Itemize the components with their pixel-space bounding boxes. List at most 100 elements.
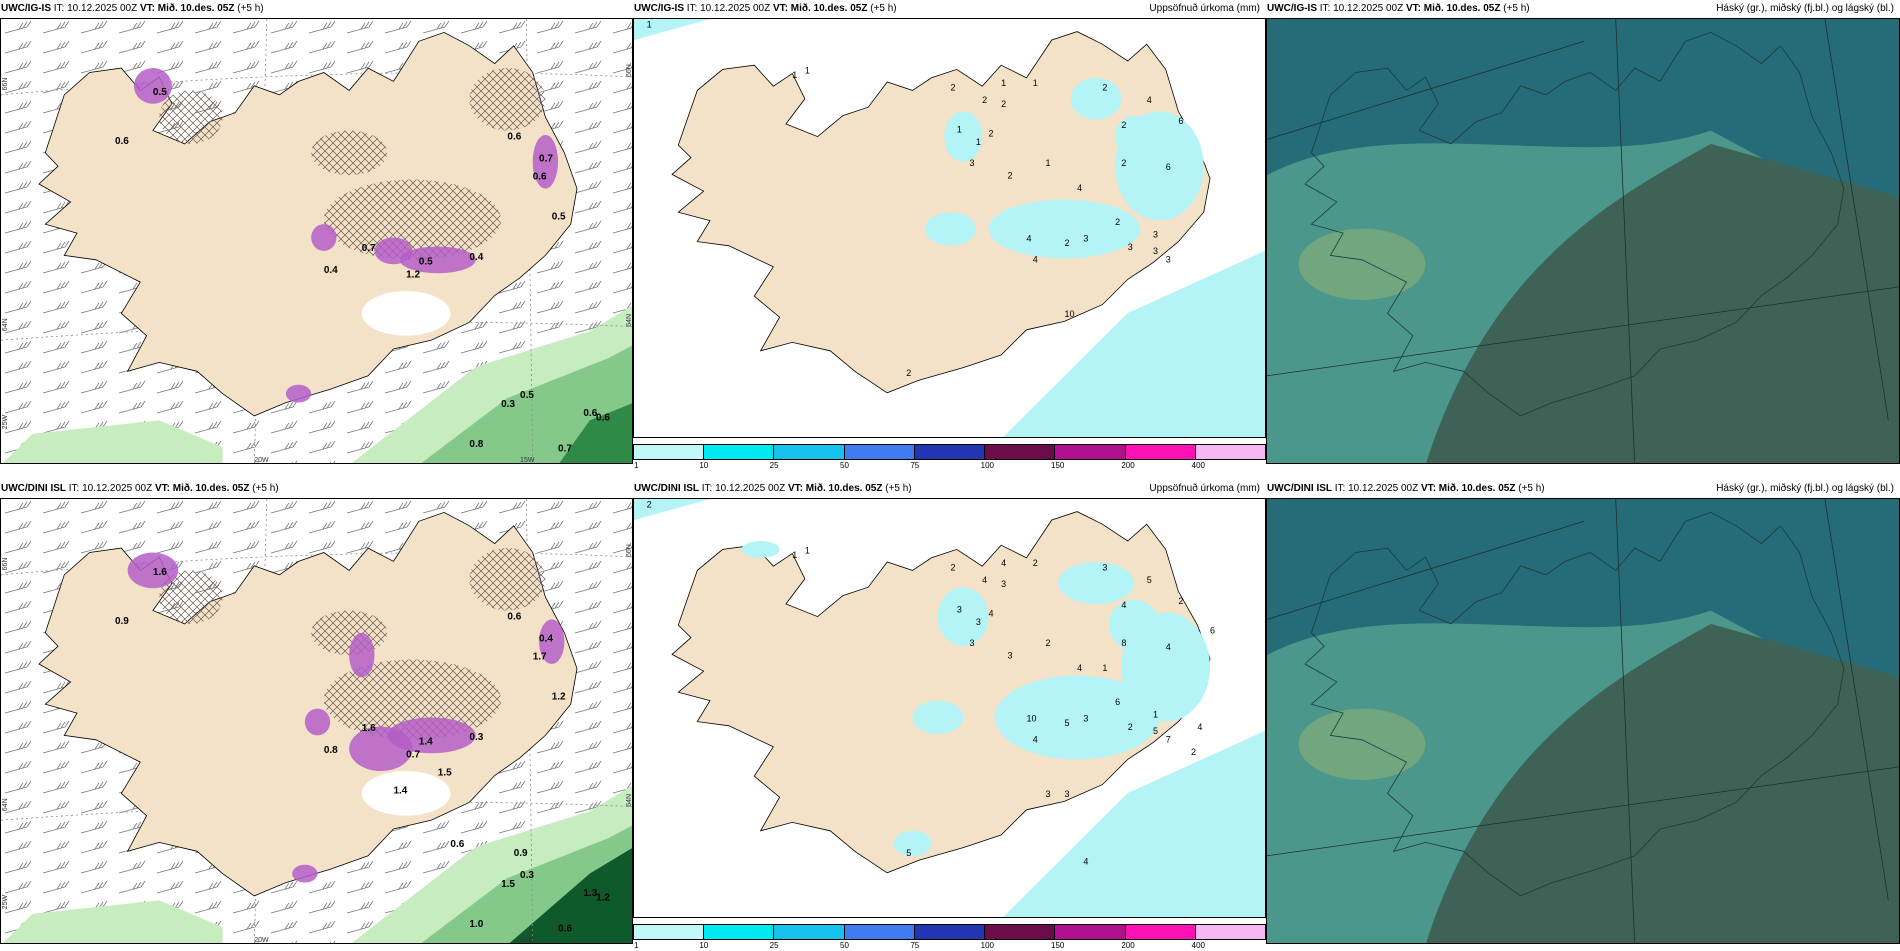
cloud-map[interactable] (1266, 18, 1900, 464)
lat-label: 64N (2, 798, 9, 811)
precip-amount-label: 5 (1153, 726, 1158, 736)
precip-amount-label: 4 (1147, 95, 1152, 105)
precip-amount-label: 2 (1115, 217, 1120, 227)
precip-amount-label: 3 (969, 158, 974, 168)
cloud-map[interactable] (1266, 498, 1900, 944)
valid-time-label: VT: (773, 3, 788, 14)
precip-amount-label: 4 (1121, 600, 1126, 610)
precip-amount-label: 2 (951, 82, 956, 92)
precip-rate-label: 1.4 (393, 785, 407, 796)
precip-amount-label: 10 (1026, 714, 1036, 724)
lat-label-right: 66N (626, 64, 633, 77)
lon-label: 15W (520, 457, 535, 464)
model-name: UWC/IG-IS (634, 3, 684, 14)
cloud-map-svg (1267, 19, 1900, 464)
precip-rate-label: 0.8 (469, 439, 483, 450)
precip-amount-label: 2 (1178, 596, 1183, 606)
precip-rate-label: 0.6 (507, 611, 521, 622)
precip-legend (633, 444, 1266, 460)
snow-hatch (469, 548, 545, 610)
lead-time: (+5 h) (885, 483, 911, 494)
precip-amount-label: 2 (1007, 171, 1012, 181)
precip-area (1071, 78, 1122, 120)
precip-amount-label: 1 (1102, 663, 1107, 673)
precip-area-nw (634, 499, 710, 520)
snow-hatch (324, 180, 501, 260)
precip-amount-label: 6 (1115, 697, 1120, 707)
legend-tick: 50 (840, 941, 849, 950)
cloud-thin-area (1299, 229, 1426, 300)
lat-label-right: 64N (626, 794, 633, 807)
legend-swatch (1055, 925, 1125, 939)
precip-rate-label: 0.5 (419, 256, 433, 267)
precip-rate-label: 0.7 (406, 750, 420, 761)
precip-rate-label: 1.5 (501, 879, 515, 890)
wind-map-panel: UWC/DINI ISL IT: 10.12.2025 00Z VT: Mið.… (0, 480, 633, 950)
precip-rate-label: 0.3 (520, 870, 534, 881)
legend-tick: 400 (1192, 461, 1205, 470)
legend-tick: 75 (910, 461, 919, 470)
legend-tick: 150 (1051, 941, 1064, 950)
legend-swatch (634, 445, 704, 459)
precip-amount-label: 1 (1045, 158, 1050, 168)
lon-label: 20W (254, 457, 269, 464)
precip-rate-label: 1.6 (362, 723, 376, 734)
precip-amount-label: 2 (906, 368, 911, 378)
precip-amount-label: 1 (647, 19, 652, 29)
lat-label: 25W (2, 895, 9, 910)
precip-amount-label: 2 (1001, 99, 1006, 109)
precip-amount-label: 3 (1045, 789, 1050, 799)
precip-rate-label: 0.6 (558, 924, 572, 935)
precip-amount-label: 2 (1121, 120, 1126, 130)
precip-amount-label: 2 (1191, 747, 1196, 757)
valid-time: Mið. 10.des. 05Z (1439, 483, 1516, 494)
precip-amount-label: 1 (805, 546, 810, 556)
precip-amount-label: 2 (1128, 722, 1133, 732)
precip-amount-label: 10 (1064, 309, 1074, 319)
precip-area (913, 701, 964, 735)
precip-rate-label: 1.2 (406, 270, 420, 281)
precip-amount-label: 1 (957, 124, 962, 134)
legend-tick: 100 (981, 461, 994, 470)
precip-amount-label: 1 (976, 137, 981, 147)
legend-tick: 10 (699, 941, 708, 950)
legend-tick: 75 (910, 941, 919, 950)
precip-amount-label: 2 (1045, 638, 1050, 648)
snow-hatch (159, 90, 222, 144)
precip-amount-label: 2 (647, 499, 652, 509)
precip-amount-label: 6 (1166, 162, 1171, 172)
precip-amount-label: 8 (1121, 638, 1126, 648)
precip-amount-label: 4 (1001, 558, 1006, 568)
precip-amount-label: 3 (1064, 789, 1069, 799)
precip-amount-label: 2 (1121, 158, 1126, 168)
precip-rate-label: 0.6 (115, 136, 129, 147)
precip-rate-label: 1.5 (438, 768, 452, 779)
precip-rate-label: 1.0 (469, 919, 483, 930)
valid-time: Mið. 10.des. 05Z (1424, 3, 1501, 14)
precip-rate-label: 0.7 (558, 444, 572, 455)
lead-time: (+5 h) (252, 483, 278, 494)
lat-label: 25W (2, 415, 9, 430)
precip-amount-label: 2 (988, 129, 993, 139)
legend-swatch (1055, 445, 1125, 459)
precip-rate-label: 1.2 (596, 892, 610, 903)
lat-label-right: 64N (626, 314, 633, 327)
precip-amount-label: 3 (957, 604, 962, 614)
legend-tick: 1 (634, 461, 638, 470)
precip-amount-label: 2 (951, 562, 956, 572)
cloud-map-svg (1267, 499, 1900, 944)
precip-area (894, 831, 932, 856)
precip-rate-label: 0.9 (514, 848, 528, 859)
precip-rate-label: 0.9 (115, 616, 129, 627)
cloud-map-panel: UWC/DINI ISL IT: 10.12.2025 00Z VT: Mið.… (1266, 480, 1900, 950)
valid-time-label: VT: (140, 3, 155, 14)
snow-heavy-area (374, 238, 412, 265)
precip-amount-label: 3 (1153, 229, 1158, 239)
lon-label: 15W (520, 937, 535, 944)
